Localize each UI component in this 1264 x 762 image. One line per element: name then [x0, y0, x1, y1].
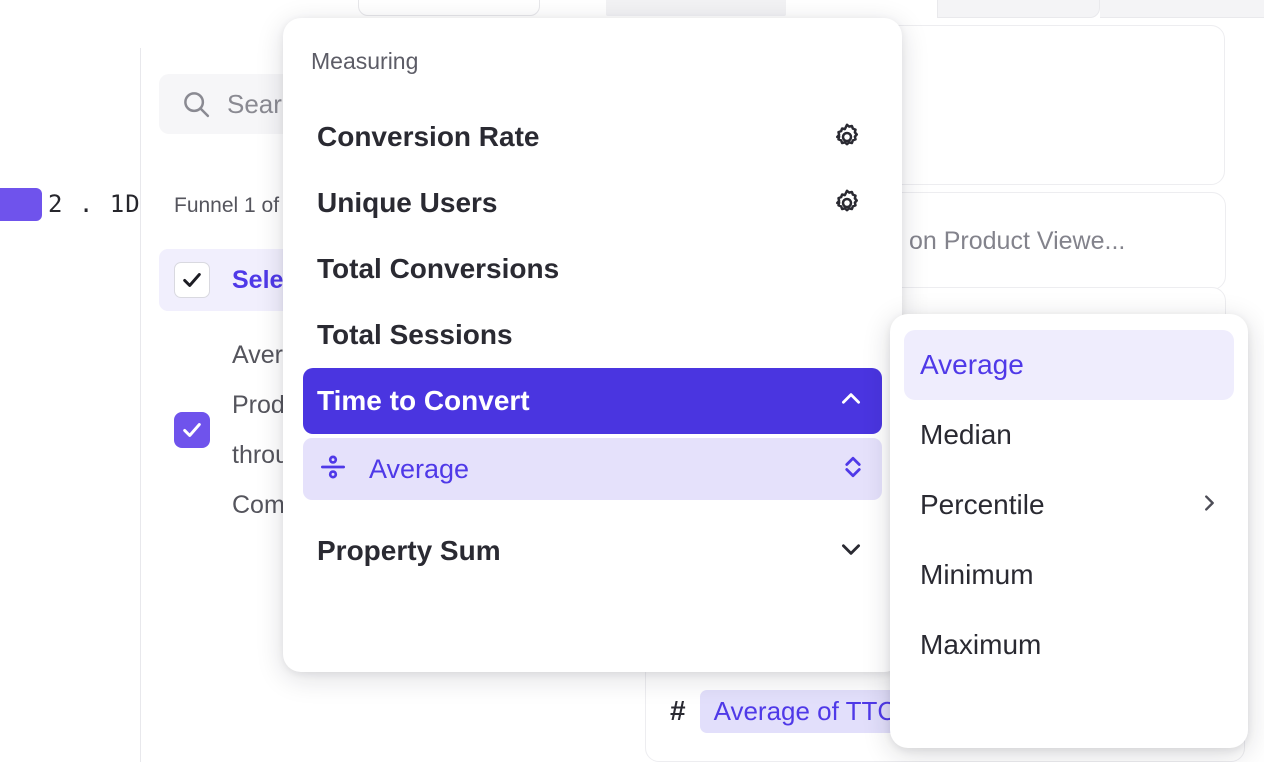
chevron-up-icon: [838, 386, 864, 417]
aggregation-select-content: Average: [317, 451, 469, 488]
submenu-item-label: Maximum: [920, 629, 1042, 660]
submenu-item-average[interactable]: Average: [904, 330, 1234, 400]
checkbox-outline[interactable]: [174, 262, 210, 298]
submenu-item-label: Minimum: [920, 559, 1034, 590]
aggregation-select[interactable]: Average: [303, 438, 882, 500]
legend-label: 2 . 1D: [48, 190, 141, 218]
chevron-up-down-icon: [842, 452, 864, 487]
legend-color-swatch: [0, 188, 42, 221]
chevron-down-icon: [838, 536, 864, 567]
gear-icon[interactable]: [830, 186, 864, 220]
funnel-step-text: on Product Viewe...: [909, 226, 1126, 255]
submenu-item-label: Average: [920, 349, 1024, 380]
metric-label-line-3: throu: [232, 441, 289, 469]
menu-item-unique-users[interactable]: Unique Users: [303, 170, 882, 236]
menu-item-total-conversions[interactable]: Total Conversions: [303, 236, 882, 302]
menu-item-label: Total Conversions: [317, 253, 560, 284]
submenu-item-median[interactable]: Median: [904, 400, 1234, 470]
submenu-item-maximum[interactable]: Maximum: [904, 610, 1234, 680]
menu-item-label: Property Sum: [317, 535, 501, 566]
menu-item-property-sum[interactable]: Property Sum: [303, 518, 882, 584]
average-of-ttc-label: Average of TTC: [713, 695, 897, 726]
submenu-item-label: Median: [920, 419, 1012, 450]
menu-item-label: Total Sessions: [317, 319, 513, 350]
top-partial-strip-b: [606, 0, 786, 16]
menu-item-conversion-rate[interactable]: Conversion Rate: [303, 104, 882, 170]
submenu-item-percentile[interactable]: Percentile: [904, 470, 1234, 540]
menu-item-label: Time to Convert: [317, 385, 530, 416]
menu-item-time-to-convert[interactable]: Time to Convert: [303, 368, 882, 434]
top-partial-strip-c: [937, 0, 1100, 18]
menu-item-total-sessions[interactable]: Total Sessions: [303, 302, 882, 368]
funnel-label: Funnel 1 of: [174, 194, 280, 217]
hash-icon: #: [670, 695, 686, 726]
menu-item-label: Unique Users: [317, 187, 498, 218]
top-partial-card: [358, 0, 540, 16]
gear-icon[interactable]: [830, 120, 864, 154]
aggregation-submenu: Average Median Percentile Minimum Maximu…: [890, 314, 1248, 748]
search-placeholder: Sear: [227, 88, 282, 119]
metric-row[interactable]: Avera Prod throu Com: [159, 330, 489, 530]
measuring-options-list: Conversion Rate Unique Users: [303, 104, 882, 584]
metric-label: Avera Prod throu Com: [232, 330, 297, 530]
measuring-heading: Measuring: [311, 48, 419, 74]
measuring-dropdown-panel: Measuring Conversion Rate Unique Users: [283, 18, 902, 672]
submenu-item-minimum[interactable]: Minimum: [904, 540, 1234, 610]
panel-divider: [140, 48, 141, 762]
top-partial-strip-d: [1100, 0, 1264, 18]
checkbox-checked[interactable]: [174, 412, 210, 448]
metric-label-line-2: Prod: [232, 391, 285, 419]
search-icon: [181, 89, 211, 119]
submenu-item-label: Percentile: [920, 489, 1045, 520]
aggregation-select-label: Average: [369, 453, 470, 484]
metric-label-line-4: Com: [232, 491, 285, 519]
divide-icon: [317, 451, 349, 488]
menu-item-label: Conversion Rate: [317, 121, 540, 152]
chevron-right-icon: [1198, 492, 1220, 519]
